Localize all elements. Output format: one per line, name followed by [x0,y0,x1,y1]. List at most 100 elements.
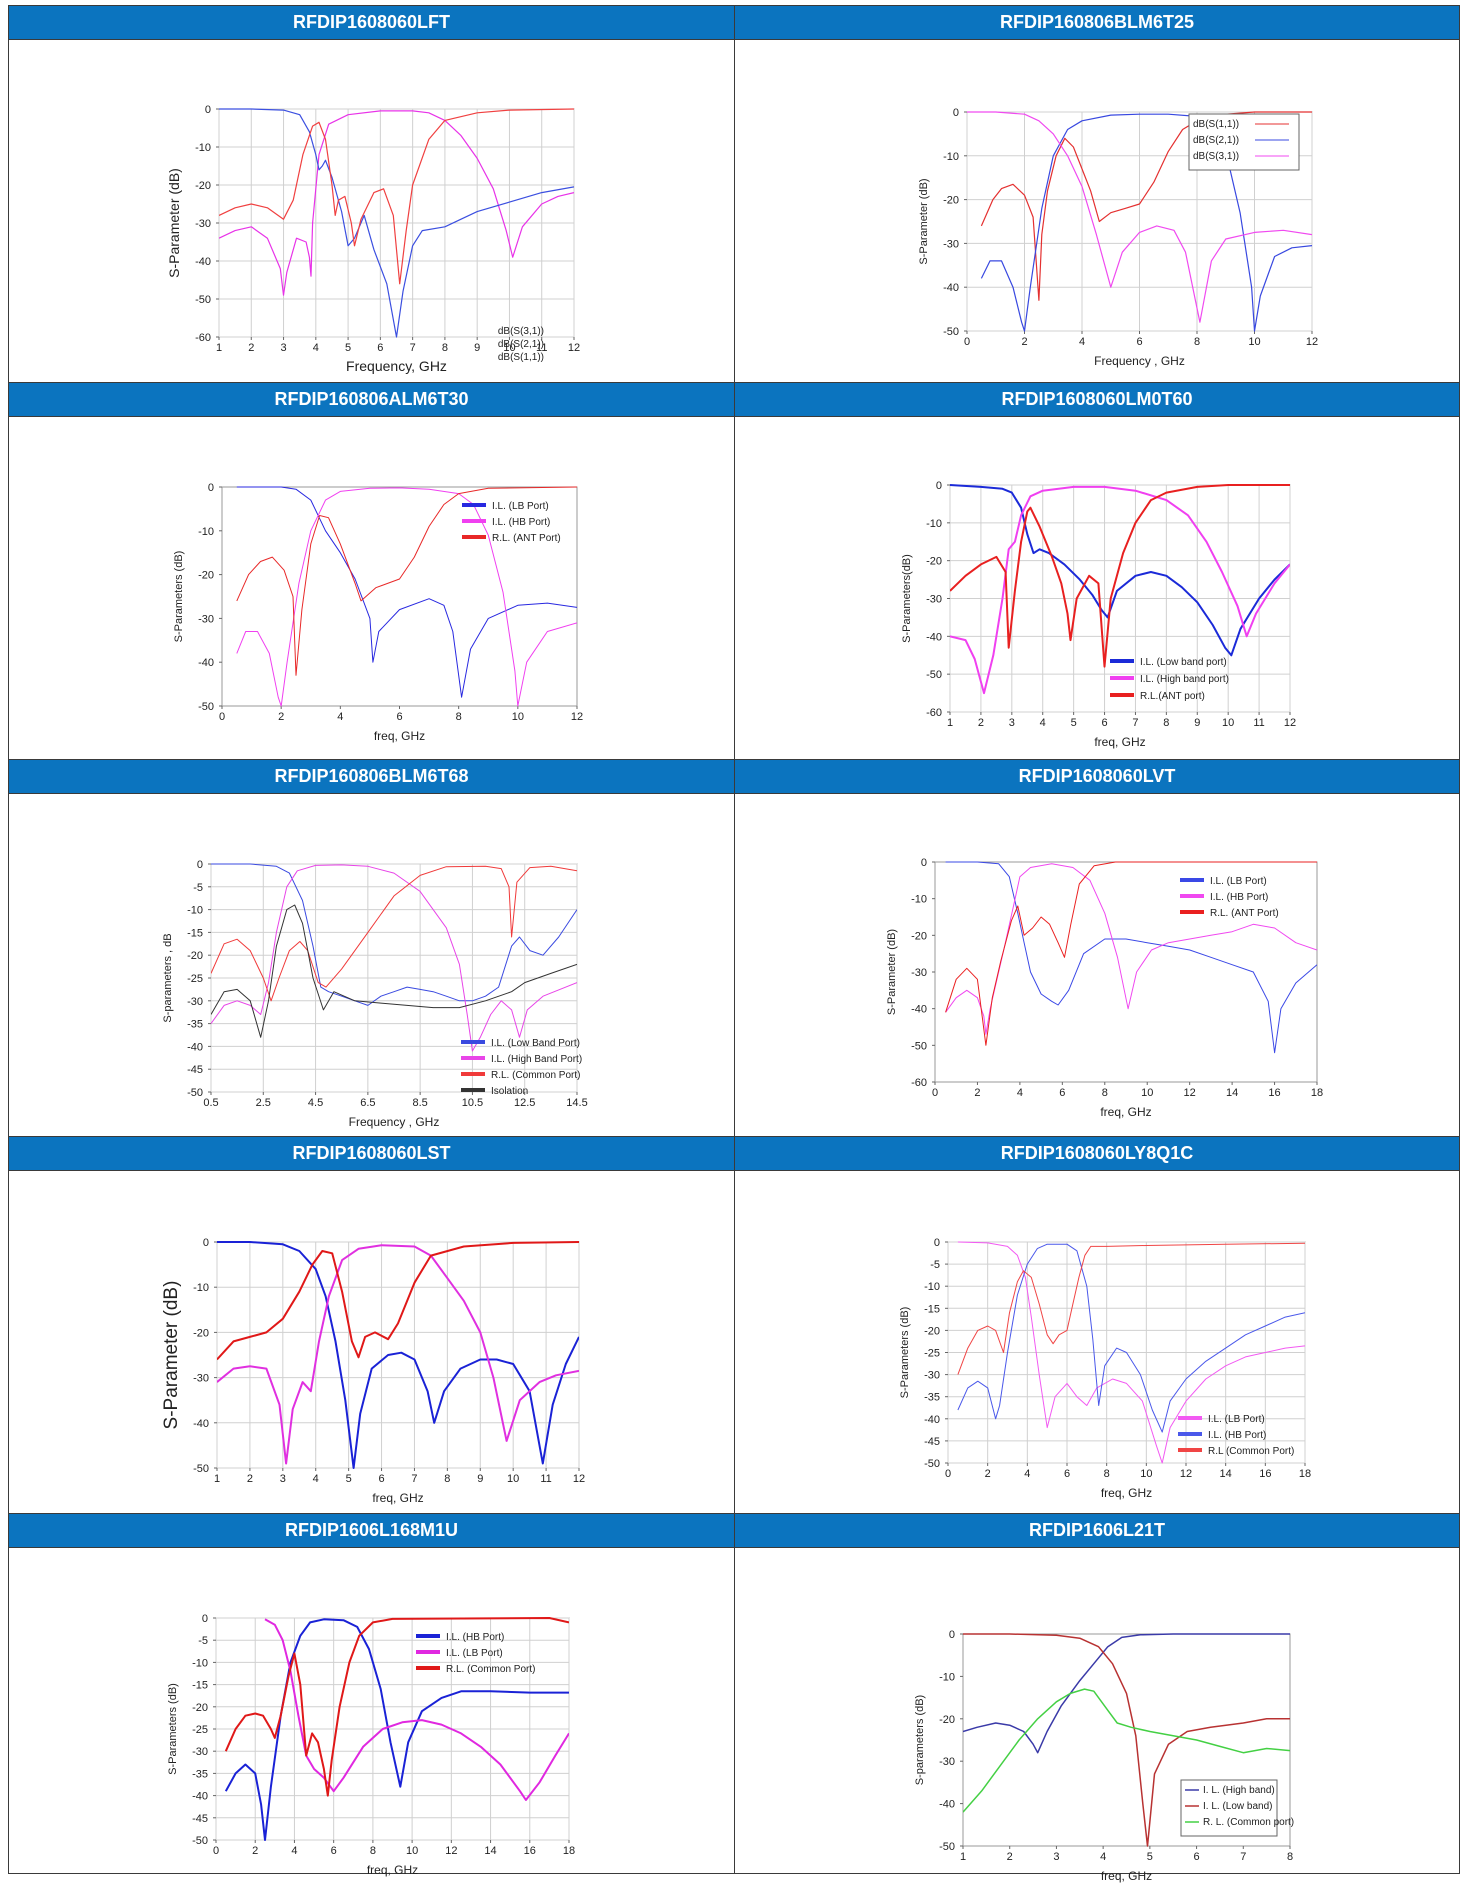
y-tick-label: -10 [926,518,942,530]
series-line [945,863,1317,1035]
sparam-chart: 0 2 4 6 8 10 12 0 -10 -20 -30 -40 -50 Frequency , GHz… [918,107,1318,368]
y-tick-label: -10 [943,151,959,163]
y-tick-label: -25 [192,1724,208,1736]
series-line [211,863,577,1006]
series-line [945,861,1317,1054]
x-tick-label: 2 [1021,336,1027,348]
series-line [963,1633,1290,1754]
x-tick-label: 2.5 [256,1097,271,1109]
x-tick-label: 6 [331,1845,337,1857]
y-tick-label: -20 [943,195,959,207]
plot-area [221,486,578,707]
legend-label: I.L. (HB Port) [446,1632,504,1643]
y-tick-label: -10 [193,1282,209,1294]
legend: I.L. (LB Port) I.L. (HB Port) R.L. (ANT Po… [462,501,561,544]
panel-title: RFDIP1608060LY8Q1C [735,1137,1459,1171]
legend-label: I.L. (LB Port) [492,501,549,512]
x-tick-label: 12 [573,1473,585,1485]
x-tick-label: 8 [1287,1851,1293,1863]
y-tick-label: 0 [949,1629,955,1641]
y-axis-label: S-Parameter (dB) [918,178,930,264]
series-line [950,485,1290,695]
y-tick-label: 0 [953,107,959,119]
x-tick-label: 0 [219,711,225,723]
y-tick-label: -40 [193,1418,209,1430]
legend-label: R.L. (Common Port) [446,1664,535,1675]
legend: I.L. (LB Port) I.L. (HB Port) R.L (Common … [1178,1414,1294,1457]
series-line [236,486,577,698]
y-tick-label: -30 [198,613,214,625]
x-tick-label: 5 [1147,1851,1153,1863]
x-tick-label: 5 [1071,717,1077,729]
y-tick-label: -40 [911,1004,927,1016]
product-panel: RFDIP1606L168M1U 0 2 4 6 8 10 12 14 16 18 0 -5 -10 -15… [8,1513,735,1877]
x-tick-label: 11 [540,1473,551,1485]
series-line [957,1242,1305,1375]
series-line [224,1617,569,1797]
x-tick-label: 6.5 [360,1097,375,1109]
x-tick-label: 10 [507,1473,519,1485]
sparam-chart: 1 2 3 4 5 6 7 8 9 10 11 120-10-20-30-40-50-60Freque… [166,104,580,374]
x-tick-label: 6 [396,711,402,723]
series-line [236,487,577,707]
y-tick-label: 0 [202,1613,208,1625]
y-tick-label: -50 [924,1458,940,1470]
y-tick-label: -40 [924,1414,940,1426]
x-tick-label: 4 [1017,1087,1023,1099]
series-line [217,1241,579,1361]
product-panel: RFDIP1608060LY8Q1C 0 2 4 6 8 10 12 14 16 18 0 -5 -10 -… [734,1136,1460,1514]
y-axis-label: S-Parameter (dB) [166,168,182,278]
x-axis-label: Frequency, GHz [346,358,447,374]
x-tick-label: 4 [1040,717,1046,729]
y-tick-label: 0 [208,482,214,494]
series-line [963,1688,1290,1813]
x-tick-label: 2 [278,711,284,723]
y-tick-label: -60 [911,1077,927,1089]
x-tick-label: 11 [536,342,547,354]
legend-label: I.L. (LB Port) [1208,1414,1265,1425]
y-tick-label: -50 [926,669,942,681]
x-axis-label: freq, GHz [1101,1869,1152,1883]
x-tick-label: 3 [280,1473,286,1485]
product-panel: RFDIP160806BLM6T68 0.5 2.5 4.5 6.5 8.5 10.5 12.… [8,759,735,1137]
x-tick-label: 0 [964,336,970,348]
x-tick-label: 10 [1248,336,1260,348]
x-tick-label: 4 [1024,1468,1030,1480]
x-tick-label: 3 [1053,1851,1059,1863]
legend-label: Isolation [491,1086,528,1097]
x-axis-label: freq, GHz [372,1491,423,1505]
series-line [980,113,1312,332]
y-tick-label: -30 [911,967,927,979]
y-tick-label: -10 [187,905,203,917]
x-tick-label: 18 [563,1845,575,1857]
y-tick-label: -20 [198,570,214,582]
x-tick-label: 12 [1306,336,1318,348]
y-tick-label: -50 [193,1463,209,1475]
sparam-chart: 0 2 4 6 8 10 12 0 -10 -20 -30 -40 -50 freq, GHz S-Para… [173,482,583,743]
y-tick-label: -40 [926,631,942,643]
y-tick-label: 0 [203,1237,209,1249]
y-tick-label: -10 [192,1657,208,1669]
legend-label: R. L. (Common port) [1203,1817,1294,1828]
x-tick-label: 12 [571,711,583,723]
x-tick-label: 2 [978,717,984,729]
x-tick-label: 9 [477,1473,483,1485]
legend: dB(S(3,1)) dB(S(2,1)) dB(S(1,1)) [498,326,544,363]
x-tick-label: 9 [1194,717,1200,729]
x-axis-label: freq, GHz [367,1863,418,1877]
panel-title: RFDIP160806BLM6T25 [735,6,1459,40]
y-tick-label: -40 [195,256,211,268]
legend-label: I.L. (HB Port) [1208,1430,1266,1441]
x-tick-label: 4 [1100,1851,1106,1863]
y-tick-label: -20 [187,950,203,962]
legend: I.L. (Low Band Port) I.L. (High Band Port… [461,1038,582,1097]
y-tick-label: -30 [187,996,203,1008]
series-line [217,1244,579,1465]
y-tick-label: -5 [930,1259,940,1271]
x-tick-label: 2 [248,342,254,354]
y-tick-label: -35 [924,1392,940,1404]
series-line [957,1241,1305,1464]
x-tick-label: 1 [960,1851,966,1863]
x-tick-label: 10 [406,1845,418,1857]
